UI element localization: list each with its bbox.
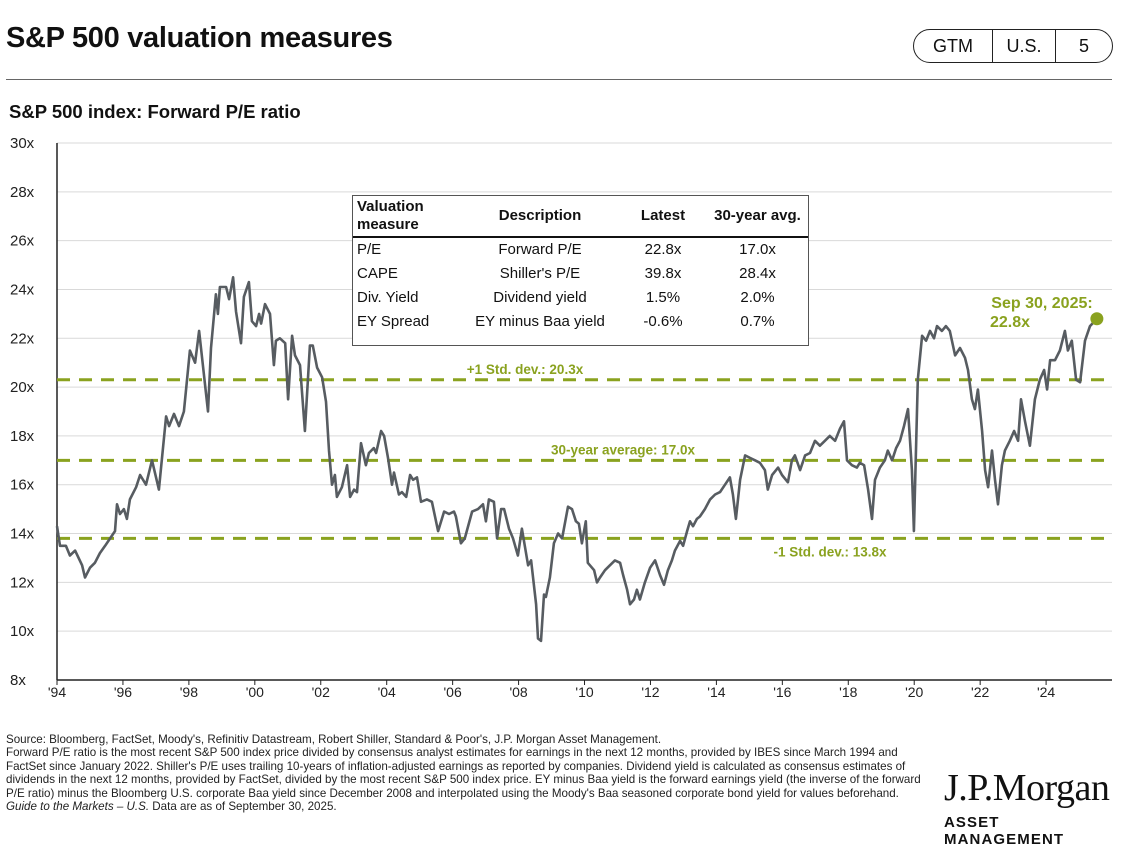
cell-30yr-avg: 2.0% [740, 289, 775, 306]
plus-1-std-dev-label: +1 Std. dev.: 20.3x [467, 362, 584, 377]
x-tick-label: '98 [180, 684, 198, 700]
methodology-note: Forward P/E ratio is the most recent S&P… [6, 746, 921, 800]
y-tick-label: 22x [10, 330, 35, 347]
x-tick-label: '96 [114, 684, 132, 700]
cell-measure: Div. Yield [357, 289, 419, 306]
y-tick-label: 8x [10, 672, 26, 689]
x-tick-label: '18 [839, 684, 857, 700]
y-tick-label: 18x [10, 428, 35, 445]
x-tick-label: '04 [378, 684, 396, 700]
cell-latest: 1.5% [645, 289, 681, 306]
thirty-year-average-label: 30-year average: 17.0x [551, 442, 696, 457]
cell-description: EY minus Baa yield [475, 313, 605, 330]
header-divider [6, 79, 1112, 80]
y-tick-label: 10x [10, 623, 35, 640]
cell-description: Dividend yield [493, 289, 587, 306]
x-tick-label: '24 [1037, 684, 1055, 700]
x-tick-label: '14 [707, 684, 725, 700]
y-tick-label: 20x [10, 379, 35, 396]
x-tick-label: '94 [48, 684, 66, 700]
cell-measure: EY Spread [357, 313, 430, 330]
latest-value-label: 22.8x [990, 314, 1030, 331]
cell-description: Shiller's P/E [499, 265, 581, 282]
valuation-table: Valuation measure Description Latest 30-y… [352, 195, 809, 346]
x-tick-label: '00 [246, 684, 264, 700]
table-row: Div. Yield Dividend yield 1.5% 2.0% [353, 286, 808, 310]
x-tick-label: '12 [641, 684, 659, 700]
y-tick-label: 28x [10, 184, 35, 201]
as-of-note: Guide to the Markets – U.S. Data are as … [6, 800, 921, 813]
table-row: P/E Forward P/E 22.8x 17.0x [353, 237, 808, 262]
x-tick-label: '16 [773, 684, 791, 700]
header-description: Description [461, 196, 619, 238]
x-tick-label: '08 [509, 684, 527, 700]
cell-latest: 22.8x [644, 241, 682, 258]
x-tick-label: '02 [312, 684, 330, 700]
y-tick-label: 14x [10, 526, 35, 543]
header-line2: measure [357, 216, 419, 233]
y-tick-label: 16x [10, 477, 35, 494]
logo-subtitle: ASSET MANAGEMENT [944, 814, 1065, 848]
cell-measure: CAPE [357, 265, 398, 282]
table-row: EY Spread EY minus Baa yield -0.6% 0.7% [353, 310, 808, 334]
cell-latest: 39.8x [644, 265, 682, 282]
logo-wordmark: J.P.Morgan [944, 767, 1110, 809]
header-30yr-avg: 30-year avg. [707, 196, 808, 238]
cell-30yr-avg: 28.4x [739, 265, 776, 282]
page-title: S&P 500 valuation measures [6, 22, 393, 54]
y-tick-label: 30x [10, 135, 35, 152]
x-tick-label: '10 [575, 684, 593, 700]
badge-region: U.S. [993, 30, 1056, 62]
header-valuation-measure: Valuation measure [353, 196, 461, 238]
badge-page-number: 5 [1078, 35, 1089, 56]
cell-latest: -0.6% [643, 313, 683, 330]
y-tick-label: 26x [10, 233, 35, 250]
x-tick-label: '06 [444, 684, 462, 700]
footer-notes: Source: Bloomberg, FactSet, Moody's, Ref… [6, 733, 921, 813]
as-of-date: Data are as of September 30, 2025. [149, 800, 337, 814]
jpmorgan-logo: J.P.Morgan ASSET MANAGEMENT [944, 768, 1114, 848]
x-tick-label: '20 [905, 684, 923, 700]
cell-30yr-avg: 0.7% [740, 313, 775, 330]
y-tick-label: 12x [10, 574, 35, 591]
minus-1-std-dev-label: -1 Std. dev.: 13.8x [773, 544, 887, 559]
latest-date-label: Sep 30, 2025: [991, 295, 1092, 312]
forward-pe-chart: 8x 10x 12x 14x 16x 18x 20x 22x 24x 26x 28x 30x '94 '9… [10, 135, 1112, 700]
y-tick-label: 24x [10, 281, 35, 298]
guide-title: Guide to the Markets – U.S. [6, 800, 150, 814]
x-tick-label: '22 [971, 684, 989, 700]
table-row: CAPE Shiller's P/E 39.8x 28.4x [353, 262, 808, 286]
header-latest: Latest [619, 196, 707, 238]
gtm-badge: GTM U.S. 5 [913, 29, 1113, 63]
cell-measure: P/E [357, 241, 382, 258]
forward-pe-line [55, 276, 1098, 643]
badge-gtm: GTM [914, 30, 993, 62]
header-line1: Valuation [357, 198, 424, 215]
cell-30yr-avg: 17.0x [739, 241, 776, 258]
table-header-row: Valuation measure Description Latest 30-y… [353, 196, 808, 238]
chart-title: S&P 500 index: Forward P/E ratio [9, 101, 301, 122]
cell-description: Forward P/E [498, 241, 582, 258]
latest-value-marker [1090, 312, 1104, 326]
source-note: Source: Bloomberg, FactSet, Moody's, Ref… [6, 733, 662, 746]
